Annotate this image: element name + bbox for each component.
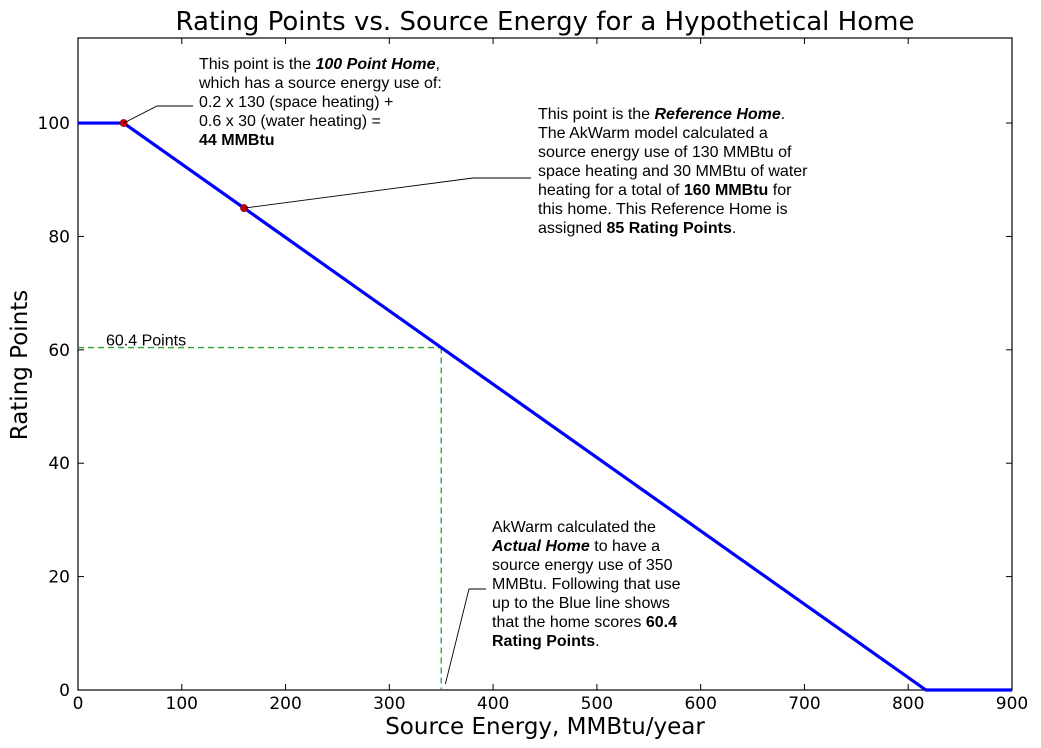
annotation-leader-reference — [243, 177, 531, 209]
x-axis-title: Source Energy, MMBtu/year — [385, 714, 705, 740]
annotation-text-segment: 44 MMBtu — [199, 132, 275, 149]
annotation-text-segment: this home. This Reference Home is — [538, 201, 788, 218]
x-tick-label: 600 — [684, 694, 716, 714]
x-tick-label: 300 — [373, 694, 405, 714]
annotation-line: Rating Points. — [492, 633, 600, 650]
annotation-text-segment: The AkWarm model calculated a — [538, 125, 768, 142]
x-tick-label: 0 — [73, 694, 84, 714]
annotation-line: Actual Home to have a — [491, 538, 660, 555]
y-tick-label: 60 — [48, 341, 70, 361]
annotation-text-segment: that the home scores — [492, 614, 646, 631]
annotation-text-segment: 160 MMBtu — [684, 182, 768, 199]
annotation-text-segment: This point is the — [199, 56, 316, 73]
annotation-text-segment: heating for a total of — [538, 182, 684, 199]
y-tick-label: 20 — [48, 568, 70, 588]
reference-line-label: 60.4 Points — [106, 333, 186, 350]
x-tick-label: 700 — [788, 694, 820, 714]
annotation-line: which has a source energy use of: — [198, 75, 442, 92]
annotation-text-segment: which has a source energy use of: — [198, 75, 442, 92]
annotation-text-segment: 0.6 x 30 (water heating) = — [199, 113, 381, 130]
annotation-text-segment: This point is the — [538, 106, 655, 123]
x-tick-label: 200 — [269, 694, 301, 714]
annotation-line: MMBtu. Following that use — [492, 576, 681, 593]
y-tick-label: 80 — [48, 227, 70, 247]
y-tick-label: 100 — [38, 114, 70, 134]
annotation-text-segment: assigned — [538, 220, 607, 237]
annotation-line: source energy use of 350 — [492, 557, 673, 574]
annotation-leader-100-point — [123, 105, 193, 124]
chart-title: Rating Points vs. Source Energy for a Hy… — [176, 7, 915, 37]
annotation-text-segment: 60.4 — [646, 614, 677, 631]
annotation-text-segment: for — [768, 182, 792, 199]
annotation-line: heating for a total of 160 MMBtu for — [538, 182, 792, 199]
x-tick-label: 400 — [477, 694, 509, 714]
annotation-line: This point is the 100 Point Home, — [199, 56, 440, 73]
y-axis-title: Rating Points — [7, 290, 33, 441]
annotation-text-segment: to have a — [590, 538, 660, 555]
annotation-reference-home: This point is the Reference Home. The AkW… — [538, 106, 808, 237]
annotation-text-segment: Rating Points — [492, 633, 595, 650]
annotation-text-segment: . — [595, 633, 599, 650]
annotation-line: 0.2 x 130 (space heating) + — [199, 94, 393, 111]
annotation-line: assigned 85 Rating Points. — [538, 220, 736, 237]
annotation-text-segment: . — [732, 220, 736, 237]
annotation-line: AkWarm calculated the — [492, 519, 656, 536]
plot-frame — [77, 37, 1013, 691]
annotation-line: This point is the Reference Home. — [538, 106, 785, 123]
x-tick-label: 800 — [892, 694, 924, 714]
annotation-text-segment: MMBtu. Following that use — [492, 576, 681, 593]
annotation-line: space heating and 30 MMBtu of water — [538, 163, 808, 180]
annotation-line: this home. This Reference Home is — [538, 201, 788, 218]
annotation-text-segment: Actual Home — [491, 538, 590, 555]
y-tick-label: 0 — [59, 681, 70, 701]
annotation-text-segment: space heating and 30 MMBtu of water — [538, 163, 808, 180]
y-tick-label: 40 — [48, 454, 70, 474]
annotation-line: that the home scores 60.4 — [492, 614, 677, 631]
annotation-actual-home: AkWarm calculated the Actual Home to have… — [491, 519, 681, 650]
series-line — [78, 121, 1012, 692]
annotation-line: The AkWarm model calculated a — [538, 125, 768, 142]
annotation-100-point-home: This point is the 100 Point Home, which h… — [198, 56, 442, 149]
annotation-leader-actual — [444, 588, 486, 685]
annotation-text-segment: AkWarm calculated the — [492, 519, 656, 536]
annotation-text-segment: up to the Blue line shows — [492, 595, 670, 612]
x-tick-label: 100 — [166, 694, 198, 714]
annotation-text-segment: source energy use of 130 MMBtu of — [538, 144, 792, 161]
x-tick-label: 900 — [996, 694, 1028, 714]
annotation-text-segment: Reference Home — [655, 106, 781, 123]
plot-area: 0 100 200 300 400 500 600 700 800 900 0 20 40 60 80 100… — [38, 37, 1028, 714]
annotation-text-segment: 0.2 x 130 (space heating) + — [199, 94, 393, 111]
annotation-line: up to the Blue line shows — [492, 595, 670, 612]
annotation-text-segment: source energy use of 350 — [492, 557, 673, 574]
annotation-text-segment: 85 Rating Points — [607, 220, 732, 237]
annotation-line: 0.6 x 30 (water heating) = — [199, 113, 381, 130]
annotation-text-segment: 100 Point Home — [316, 56, 436, 73]
annotation-line: 44 MMBtu — [199, 132, 275, 149]
annotation-text-segment: , — [436, 56, 440, 73]
annotation-text-segment: . — [781, 106, 785, 123]
x-tick-label: 500 — [581, 694, 613, 714]
annotation-line: source energy use of 130 MMBtu of — [538, 144, 792, 161]
